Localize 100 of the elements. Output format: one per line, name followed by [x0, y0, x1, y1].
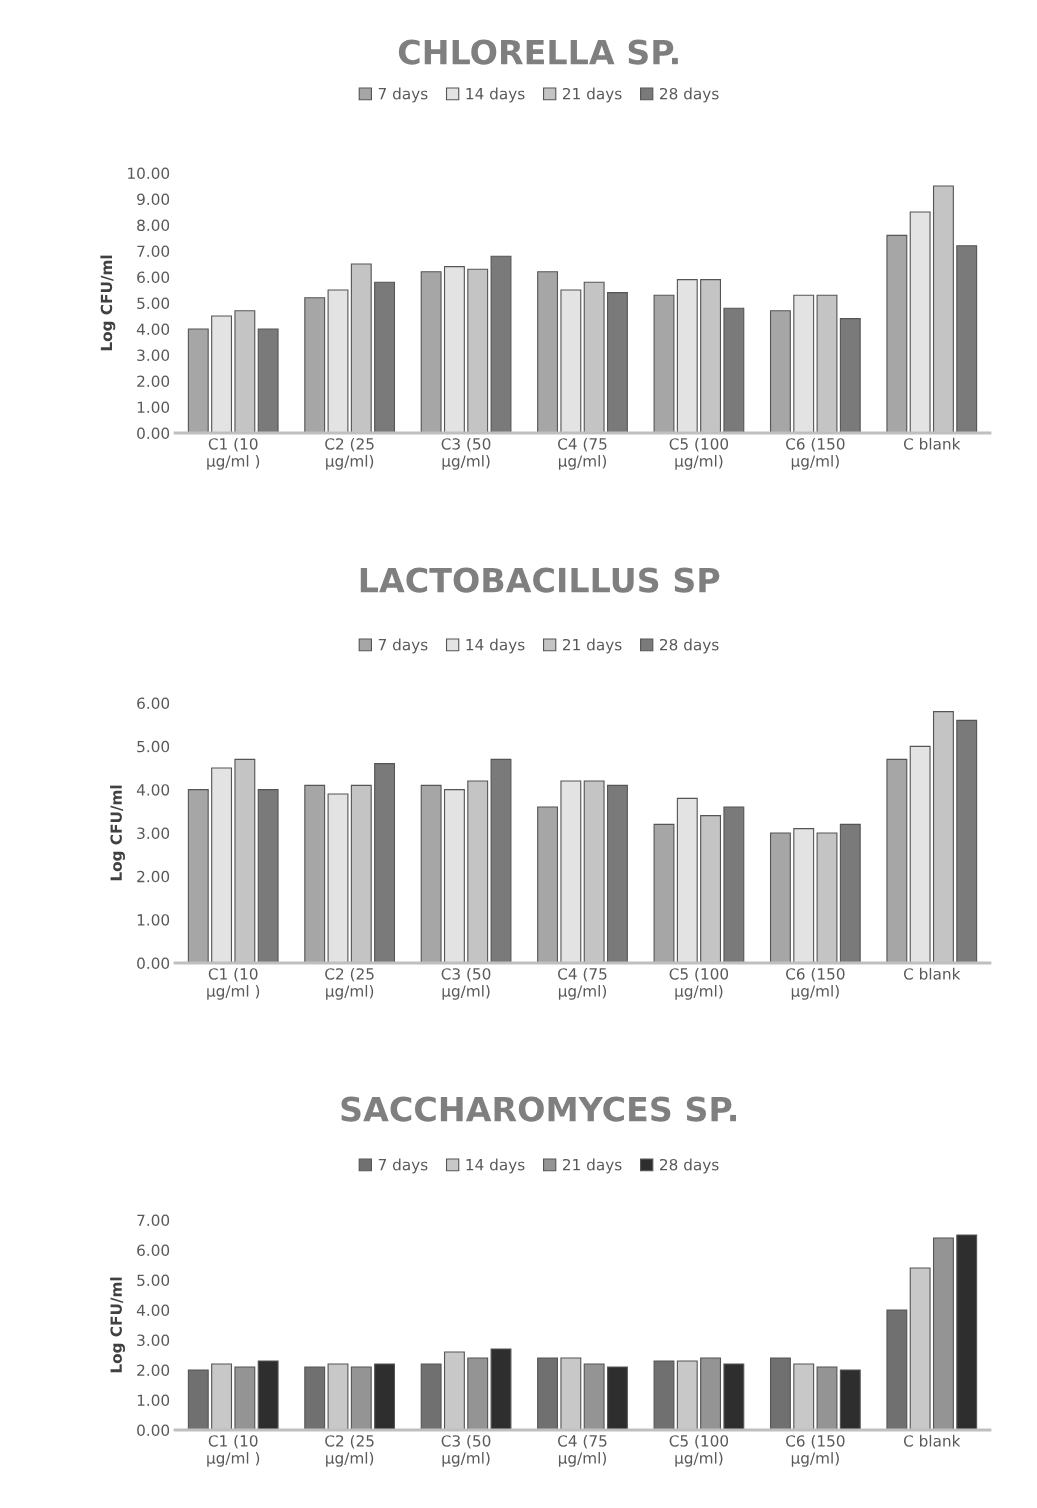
y-tick-label: 3.00: [137, 827, 170, 840]
bar: [676, 797, 698, 963]
y-tick-label: 1.00: [137, 914, 170, 926]
bar: [537, 271, 559, 433]
x-tick-label: C6 (150 μg/ml): [786, 967, 845, 1000]
bar: [420, 271, 442, 433]
bar: [187, 1369, 209, 1430]
bar: [560, 289, 582, 433]
x-tick-label: C2 (25 μg/ml): [325, 1434, 374, 1467]
x-tick-label: C3 (50 μg/ml): [441, 1434, 491, 1467]
bar: [420, 1363, 442, 1430]
bar: [653, 823, 675, 963]
bar: [490, 1348, 512, 1430]
x-tick-label: C3 (50 μg/ml): [441, 967, 491, 1000]
y-tick-label: 3.00: [137, 1334, 170, 1347]
bar: [723, 806, 745, 963]
y-tick-label: 2.00: [137, 375, 170, 388]
bar: [234, 1366, 256, 1430]
bar: [187, 789, 209, 963]
y-tick-label: 7.00: [137, 245, 170, 258]
bar: [490, 255, 512, 433]
bar: [653, 294, 675, 433]
bar: [304, 1366, 326, 1430]
legend-label: 28 days: [660, 1158, 719, 1174]
bar: [909, 211, 931, 433]
bar: [816, 1366, 838, 1430]
bar: [886, 1309, 908, 1430]
bar: [467, 1357, 489, 1430]
y-tick-label: 2.00: [137, 1364, 170, 1377]
y-tick-label: 0.00: [137, 1424, 170, 1437]
y-tick-label: 0.00: [137, 427, 170, 440]
x-tick-label: C blank: [903, 437, 961, 450]
y-tick-label: 6.00: [137, 697, 170, 710]
bar: [793, 294, 815, 433]
bar: [839, 318, 861, 433]
bar: [956, 1234, 978, 1430]
bar: [932, 1237, 954, 1430]
bar: [490, 758, 512, 963]
y-tick-label: 8.00: [137, 219, 170, 232]
x-tick-label: C1 (10 μg/ml ): [207, 437, 260, 470]
x-tick-label: C2 (25 μg/ml): [325, 967, 374, 1000]
x-tick-label: C1 (10 μg/ml ): [207, 1434, 260, 1467]
bar: [700, 1357, 722, 1430]
bar: [537, 1357, 559, 1430]
y-tick-label: 2.00: [137, 870, 170, 883]
bar: [304, 297, 326, 433]
bar: [187, 328, 209, 433]
legend-label: 7 days: [378, 638, 428, 654]
bar: [839, 1369, 861, 1430]
bar: [839, 823, 861, 963]
x-tick-label: C5 (100 μg/ml): [669, 967, 729, 1000]
bar: [327, 793, 349, 963]
bar: [350, 1366, 372, 1430]
y-tick-label: 3.00: [137, 349, 170, 362]
legend-label: 14 days: [466, 87, 525, 103]
legend-label: 14 days: [466, 638, 525, 654]
x-tick-label: C5 (100 μg/ml): [669, 1434, 729, 1467]
x-tick-label: C6 (150 μg/ml): [786, 437, 845, 470]
x-tick-label: C blank: [903, 1434, 961, 1447]
bar: [723, 307, 745, 433]
y-axis-title: Log CFU/ml: [110, 1277, 126, 1373]
legend-label: 14 days: [466, 1158, 525, 1174]
bar: [583, 1363, 605, 1430]
bar: [886, 758, 908, 963]
bar: [886, 234, 908, 433]
y-axis-title: Log CFU/ml: [110, 785, 126, 881]
bar: [769, 832, 791, 963]
y-tick-label: 5.00: [137, 297, 170, 310]
bar: [560, 780, 582, 963]
bar: [327, 289, 349, 433]
legend-label: 28 days: [660, 638, 719, 654]
legend-label: 28 days: [660, 87, 719, 103]
bar: [606, 292, 628, 433]
y-tick-label: 5.00: [137, 740, 170, 753]
bar: [211, 767, 233, 963]
legend-label: 7 days: [378, 1158, 428, 1174]
bar: [374, 281, 396, 433]
bar: [443, 266, 465, 433]
bar: [304, 784, 326, 963]
bar: [606, 1366, 628, 1430]
bar: [676, 279, 698, 433]
bar: [420, 784, 442, 963]
x-tick-label: C1 (10 μg/ml ): [207, 967, 260, 1000]
y-tick-label: 6.00: [137, 1244, 170, 1257]
bar: [909, 745, 931, 963]
bar: [257, 328, 279, 433]
x-tick-label: C2 (25 μg/ml): [325, 437, 374, 470]
chart-title: CHLORELLA SP.: [398, 39, 678, 65]
y-tick-label: 10.00: [128, 167, 170, 180]
bar: [956, 719, 978, 963]
legend-label: 21 days: [563, 87, 622, 103]
bar: [374, 763, 396, 963]
x-tick-label: C3 (50 μg/ml): [441, 437, 491, 470]
legend-label: 21 days: [563, 1158, 622, 1174]
bar: [374, 1363, 396, 1430]
y-tick-label: 4.00: [136, 323, 170, 336]
y-tick-label: 1.00: [137, 401, 170, 414]
bar: [606, 784, 628, 963]
bar: [956, 245, 978, 433]
bar: [769, 310, 791, 433]
